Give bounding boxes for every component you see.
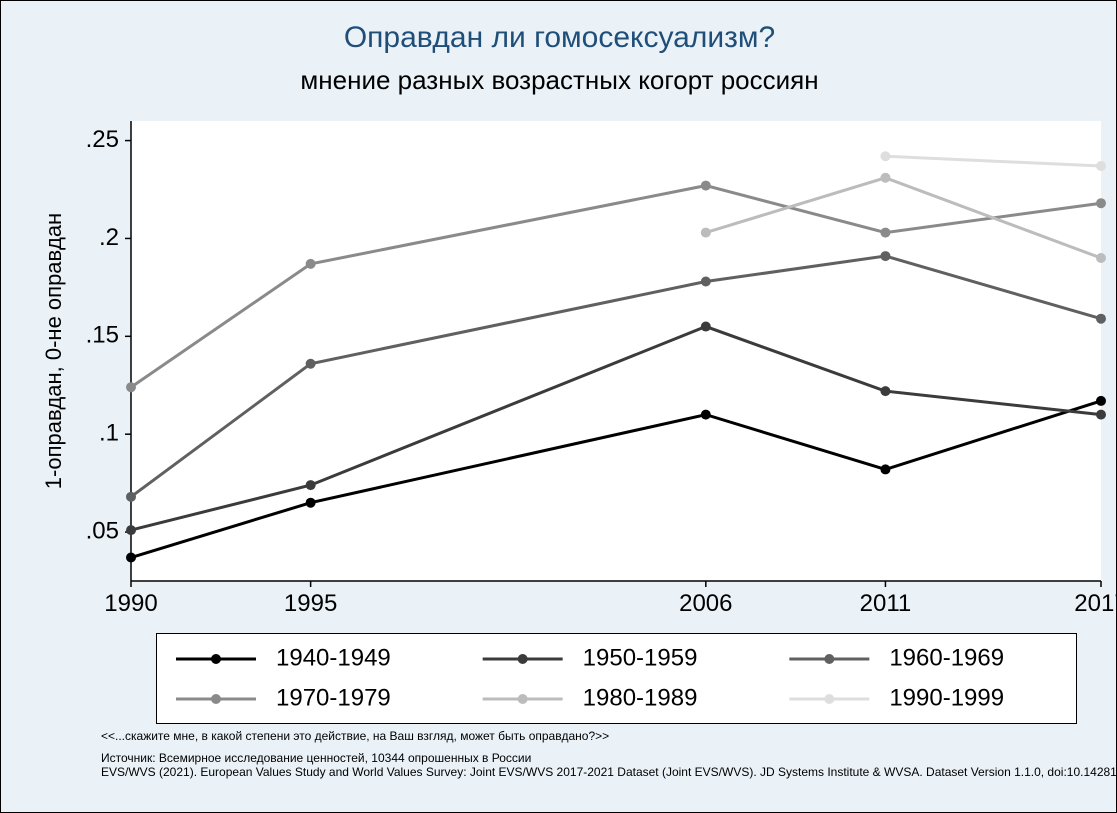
legend-item-label: 1960-1969: [889, 644, 1004, 671]
series-marker: [306, 498, 316, 508]
series-marker: [1096, 161, 1106, 171]
legend-item-label: 1980-1989: [583, 684, 698, 711]
x-tick-label: 2006: [679, 590, 732, 617]
series-marker: [1096, 253, 1106, 263]
series-marker: [126, 382, 136, 392]
series-marker: [701, 410, 711, 420]
series-marker: [306, 259, 316, 269]
series-marker: [701, 277, 711, 287]
chart-footer: <<...скажите мне, в какой степени это де…: [101, 729, 1108, 779]
footer-line: <<...скажите мне, в какой степени это де…: [101, 729, 1108, 743]
legend-item-label: 1970-1979: [276, 684, 391, 711]
series-marker: [880, 228, 890, 238]
series-marker: [1096, 396, 1106, 406]
legend-item-label: 1940-1949: [276, 644, 391, 671]
series-marker: [306, 480, 316, 490]
y-tick-label: .2: [99, 224, 119, 251]
y-axis-label: 1-оправдан, 0-не оправдан: [41, 213, 66, 489]
series-marker: [126, 492, 136, 502]
series-marker: [1096, 314, 1106, 324]
legend: 1940-1949 1950-1959 1960-1969 1970-1979 1980…: [156, 633, 1078, 725]
y-tick-label: .1: [99, 420, 119, 447]
series-marker: [701, 322, 711, 332]
x-tick-label: 1995: [284, 590, 337, 617]
y-tick-label: .25: [86, 126, 119, 153]
series-marker: [1096, 198, 1106, 208]
series-marker: [306, 359, 316, 369]
series-marker: [1096, 410, 1106, 420]
x-tick-label: 2017: [1074, 590, 1117, 617]
series-marker: [880, 251, 890, 261]
y-tick-label: .05: [86, 517, 119, 544]
x-tick-label: 2011: [860, 590, 912, 617]
series-marker: [126, 525, 136, 535]
series-marker: [880, 151, 890, 161]
y-tick-label: .15: [86, 322, 119, 349]
footer-line: EVS/WVS (2021). European Values Study an…: [101, 765, 1108, 779]
chart-container: Оправдан ли гомосексуализм? мнение разны…: [0, 0, 1117, 813]
legend-item-label: 1990-1999: [889, 684, 1004, 711]
series-marker: [880, 386, 890, 396]
series-marker: [126, 553, 136, 563]
footer-line: Источник: Всемирное исследование ценност…: [101, 751, 1108, 765]
series-marker: [880, 464, 890, 474]
x-tick-label: 1990: [104, 590, 157, 617]
plot-area: .05 .1 .15 .2 .25 1990 1995 2006 2011 2017 1-оправ…: [1, 1, 1117, 641]
legend-item-label: 1950-1959: [583, 644, 698, 671]
series-marker: [701, 228, 711, 238]
series-marker: [701, 181, 711, 191]
series-marker: [880, 173, 890, 183]
